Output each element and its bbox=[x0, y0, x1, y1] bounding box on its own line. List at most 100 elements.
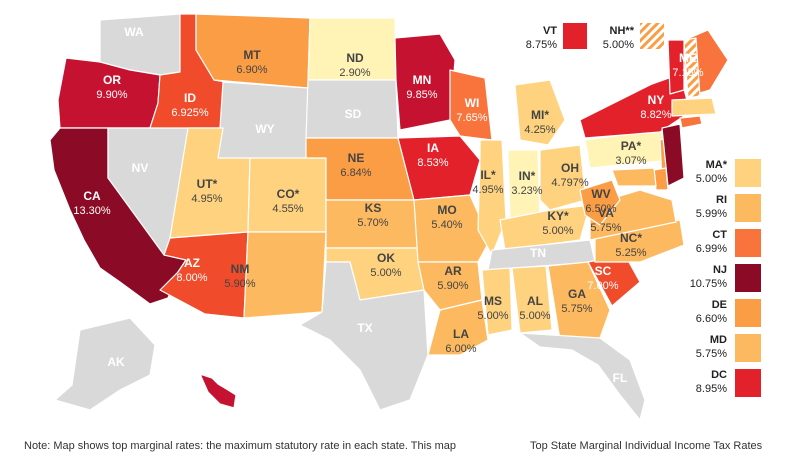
legend-de-rate: 6.60% bbox=[696, 313, 727, 325]
state-abbr-id: ID bbox=[184, 91, 196, 105]
state-abbr-wv: WV bbox=[591, 187, 610, 201]
legend-vt-rate: 8.75% bbox=[526, 39, 557, 51]
vt-shape bbox=[667, 39, 685, 95]
state-abbr-ks: KS bbox=[365, 201, 382, 215]
state-rate-ga: 5.75% bbox=[561, 303, 592, 315]
state-abbr-mi: MI* bbox=[531, 108, 549, 122]
state-rate-ne: 6.84% bbox=[340, 167, 371, 179]
state-rate-ok: 5.00% bbox=[370, 267, 401, 279]
state-abbr-ak: AK bbox=[107, 355, 125, 369]
state-rate-hi: 11.00% bbox=[216, 423, 253, 435]
state-tx bbox=[299, 261, 429, 411]
legend-ri-swatch bbox=[735, 194, 761, 222]
state-rate-ia: 8.53% bbox=[417, 157, 448, 169]
legend-ma-swatch bbox=[735, 159, 761, 187]
state-abbr-me: ME bbox=[679, 51, 697, 65]
state-rate-ky: 5.00% bbox=[542, 225, 573, 237]
legend-nh-abbr: NH** bbox=[610, 25, 635, 37]
state-abbr-tx: TX bbox=[357, 321, 372, 335]
state-abbr-wi: WI bbox=[465, 96, 480, 110]
state-abbr-oh: OH bbox=[561, 161, 579, 175]
legend-ma-rate: 5.00% bbox=[696, 173, 727, 185]
state-abbr-ms: MS bbox=[484, 294, 502, 308]
legend-ct-swatch bbox=[735, 229, 761, 257]
legend-md-rate: 5.75% bbox=[696, 348, 727, 360]
state-abbr-ny: NY bbox=[648, 93, 665, 107]
state-abbr-tn: TN bbox=[530, 246, 546, 260]
legend-vt-abbr: VT bbox=[543, 25, 557, 37]
footnote: Note: Map shows top marginal rates: the … bbox=[24, 440, 457, 452]
state-rate-id: 6.925% bbox=[171, 107, 209, 119]
legend-nh-swatch bbox=[640, 23, 664, 49]
state-rate-nm: 5.90% bbox=[224, 278, 255, 290]
state-rate-mt: 6.90% bbox=[236, 64, 267, 76]
state-rate-ks: 5.70% bbox=[357, 217, 388, 229]
state-la bbox=[427, 299, 489, 356]
state-rate-pa: 3.07% bbox=[615, 155, 646, 167]
legend-nj-rate: 10.75% bbox=[690, 278, 728, 290]
legend-nh-rate: 5.00% bbox=[603, 39, 634, 51]
state-rate-ut: 4.95% bbox=[191, 193, 222, 205]
state-abbr-or: OR bbox=[103, 73, 121, 87]
state-rate-co: 4.55% bbox=[272, 203, 303, 215]
state-rate-mo: 5.40% bbox=[431, 219, 462, 231]
state-abbr-ar: AR bbox=[444, 264, 462, 278]
state-abbr-ne: NE bbox=[348, 151, 365, 165]
legend-dc-abbr: DC bbox=[711, 369, 727, 381]
state-rate-nd: 2.90% bbox=[339, 67, 370, 79]
state-abbr-co: CO* bbox=[277, 187, 300, 201]
md-shape bbox=[611, 167, 657, 187]
state-abbr-az: AZ bbox=[184, 256, 200, 270]
state-abbr-ia: IA bbox=[427, 141, 439, 155]
state-abbr-nm: NM bbox=[231, 262, 250, 276]
state-abbr-la: LA bbox=[453, 327, 469, 341]
state-abbr-nc: NC* bbox=[620, 231, 642, 245]
legend-de-swatch bbox=[735, 299, 761, 327]
ma-shape bbox=[671, 97, 717, 117]
state-ia bbox=[397, 135, 481, 201]
legend-ri-abbr: RI bbox=[716, 194, 727, 206]
legend-nj-abbr: NJ bbox=[713, 264, 727, 276]
legend-vt-swatch bbox=[563, 23, 587, 49]
state-rate-me: 7.15% bbox=[672, 67, 703, 79]
state-hi bbox=[199, 373, 237, 409]
state-abbr-ut: UT* bbox=[197, 177, 218, 191]
state-mt bbox=[195, 13, 311, 89]
legend-md-abbr: MD bbox=[710, 334, 727, 346]
state-abbr-ky: KY* bbox=[547, 209, 569, 223]
state-abbr-pa: PA* bbox=[621, 139, 642, 153]
state-abbr-il: IL* bbox=[480, 168, 496, 182]
state-abbr-ok: OK bbox=[377, 251, 395, 265]
legend-ri-rate: 5.99% bbox=[696, 208, 727, 220]
nh-shape bbox=[683, 37, 701, 99]
state-rate-il: 4.95% bbox=[472, 184, 503, 196]
state-abbr-in: IN* bbox=[519, 169, 536, 183]
state-abbr-wy: WY bbox=[255, 122, 274, 136]
state-nm bbox=[243, 231, 327, 319]
state-wv bbox=[579, 179, 621, 226]
nj-shape bbox=[661, 123, 685, 187]
state-ky bbox=[499, 204, 591, 251]
legend-ct-abbr: CT bbox=[712, 229, 727, 241]
state-rate-la: 6.00% bbox=[445, 343, 476, 355]
state-wi bbox=[449, 69, 493, 141]
state-rate-nc: 5.25% bbox=[615, 247, 646, 259]
state-abbr-va: VA bbox=[598, 206, 614, 220]
state-abbr-sc: SC bbox=[595, 264, 612, 278]
state-rate-ar: 5.90% bbox=[437, 280, 468, 292]
state-abbr-ga: GA bbox=[568, 287, 586, 301]
state-rate-ny: 8.82% bbox=[640, 109, 671, 121]
state-rate-al: 5.00% bbox=[519, 310, 550, 322]
state-abbr-ca: CA bbox=[83, 189, 101, 203]
legend-ma-abbr: MA* bbox=[706, 159, 728, 171]
state-abbr-nv: NV bbox=[132, 161, 149, 175]
legend-nj-swatch bbox=[735, 264, 761, 292]
state-rate-in: 3.23% bbox=[511, 185, 542, 197]
state-abbr-sd: SD bbox=[345, 107, 362, 121]
state-rate-va: 5.75% bbox=[590, 222, 621, 234]
state-abbr-mt: MT bbox=[243, 48, 261, 62]
state-rate-wv: 6.50% bbox=[585, 203, 616, 215]
state-mo bbox=[413, 194, 491, 263]
state-abbr-fl: FL bbox=[613, 371, 628, 385]
